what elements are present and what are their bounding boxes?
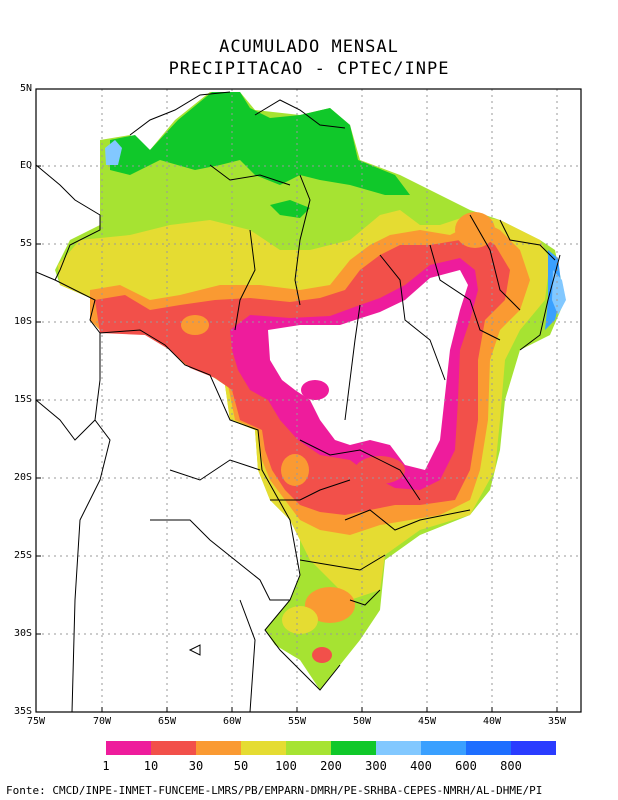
data-source-credit: Fonte: CMCD/INPE-INMET-FUNCEME-LMRS/PB/E…: [6, 784, 543, 797]
precip-band-300-400: [105, 140, 122, 165]
lat-label: 10S: [13, 316, 32, 327]
colorbar-swatch: [511, 741, 556, 755]
colorbar-swatch: [466, 741, 511, 755]
map-title-line-2: PRECIPITACAO - CPTEC/INPE: [168, 59, 450, 79]
colorbar-swatch: [286, 741, 331, 755]
precip-patch: [312, 647, 332, 663]
lat-label: 5S: [19, 238, 32, 249]
lat-label: 20S: [13, 472, 32, 483]
colorbar-label: 800: [500, 759, 522, 773]
colorbar-swatch: [106, 741, 151, 755]
precip-green-patch: [270, 200, 310, 218]
colorbar-label: 100: [275, 759, 297, 773]
precip-patch: [455, 212, 495, 248]
colorbar-swatch: [331, 741, 376, 755]
graticule: [36, 89, 581, 712]
lat-label: 30S: [13, 628, 32, 639]
precip-patch: [355, 456, 405, 484]
axis-ticks: [35, 88, 558, 713]
lat-label: EQ: [19, 160, 32, 171]
colorbar-label: 10: [143, 759, 159, 773]
lon-label: 45W: [417, 716, 437, 727]
colorbar-label: 200: [320, 759, 342, 773]
lon-label: 70W: [92, 716, 112, 727]
colorbar-label: 600: [455, 759, 477, 773]
colorbar-swatch: [196, 741, 241, 755]
precip-patch: [281, 454, 309, 486]
colorbar-label: 400: [410, 759, 432, 773]
map-title-line-1: ACUMULADO MENSAL: [219, 37, 399, 57]
lon-label: 40W: [482, 716, 502, 727]
country-borders: [36, 91, 561, 712]
colorbar-label: 50: [233, 759, 249, 773]
lon-label: 50W: [352, 716, 372, 727]
colorbar: [106, 741, 556, 755]
colorbar-swatch: [421, 741, 466, 755]
lon-label: 35W: [547, 716, 567, 727]
precip-patch: [305, 587, 355, 623]
lat-label: 35S: [13, 706, 32, 717]
lon-label: 55W: [287, 716, 307, 727]
precip-band-300-400-east: [552, 270, 566, 315]
colorbar-label: 1: [102, 759, 110, 773]
precip-patch: [301, 380, 329, 400]
colorbar-swatch: [376, 741, 421, 755]
precip-patch: [282, 606, 318, 634]
precip-patch: [181, 315, 209, 335]
precip-band-200-300: [110, 92, 410, 195]
lon-label: 60W: [222, 716, 242, 727]
lat-label: 15S: [13, 394, 32, 405]
precip-below-1: [268, 270, 468, 470]
colorbar-swatch: [151, 741, 196, 755]
lat-label: 5N: [19, 83, 32, 94]
lat-label: 25S: [13, 550, 32, 561]
lon-label: 65W: [157, 716, 177, 727]
colorbar-swatch: [241, 741, 286, 755]
precip-field: [55, 92, 566, 690]
colorbar-label: 300: [365, 759, 387, 773]
colorbar-label: 30: [188, 759, 204, 773]
lon-label: 75W: [26, 716, 46, 727]
